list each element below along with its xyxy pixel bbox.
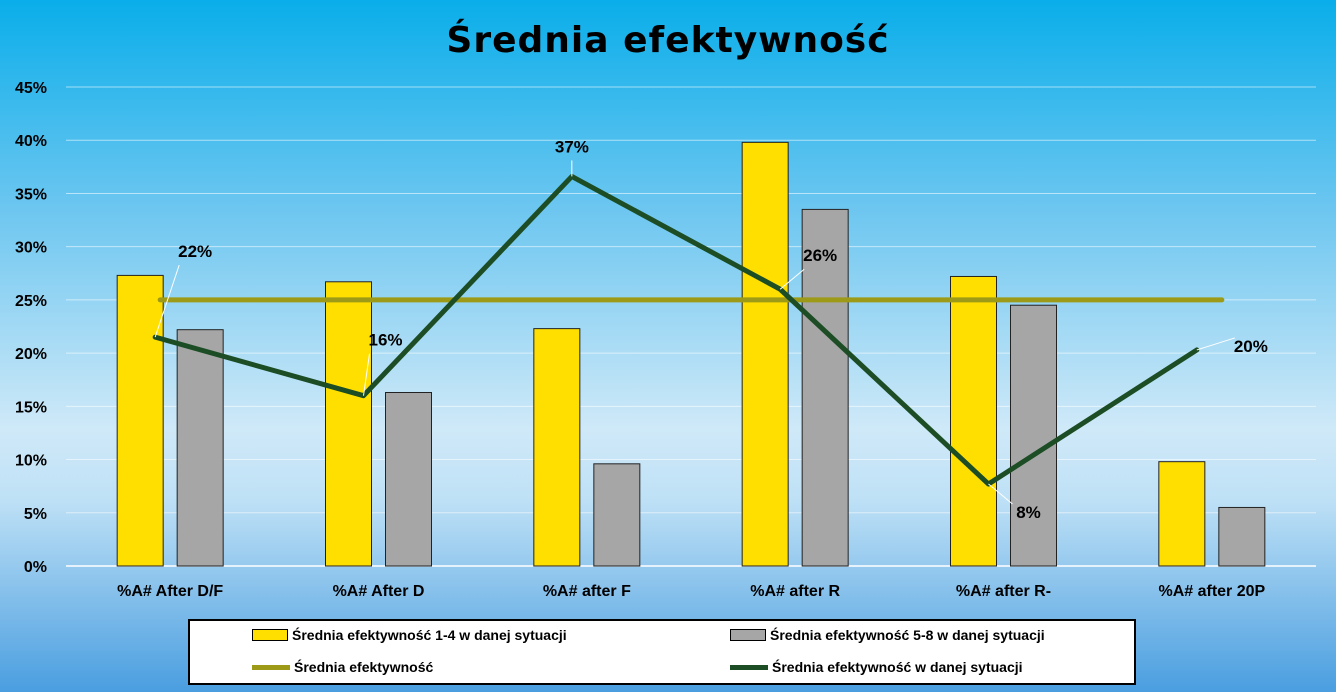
label-layer: 22% 16% 37% 26% 8% 20% xyxy=(154,137,1268,522)
bar xyxy=(741,141,789,567)
bar xyxy=(950,275,997,567)
data-label: 8% xyxy=(1016,503,1041,522)
data-label-leader xyxy=(779,268,805,290)
data-label: 22% xyxy=(178,242,212,261)
x-tick-label: %A# after F xyxy=(543,583,631,600)
data-label-leader xyxy=(988,483,1013,505)
legend-label: Średnia efektywność w danej sytuacji xyxy=(772,659,1023,675)
bar xyxy=(533,328,581,567)
legend-item-situation: Średnia efektywność w danej sytuacji xyxy=(730,659,1023,675)
line-layer xyxy=(152,173,1225,487)
legend-item-series-5-8: Średnia efektywność 5-8 w danej sytuacji xyxy=(730,627,1045,643)
legend: Średnia efektywność 1-4 w danej sytuacji… xyxy=(188,619,1136,685)
x-tick-label: %A# after R- xyxy=(956,583,1051,600)
x-tick-label: %A# After D xyxy=(333,583,425,600)
x-tick-label: %A# After D/F xyxy=(117,583,223,600)
legend-swatch xyxy=(252,664,290,670)
data-label: 37% xyxy=(555,137,589,156)
bar xyxy=(176,329,224,567)
data-label: 26% xyxy=(803,246,837,265)
chart-title: Średnia efektywność xyxy=(446,19,889,61)
data-label-leader xyxy=(363,353,370,396)
data-label-leader xyxy=(154,264,180,338)
legend-label: Średnia efektywność 5-8 w danej sytuacji xyxy=(770,627,1045,643)
y-tick-label: 30% xyxy=(15,240,47,257)
legend-item-series-1-4: Średnia efektywność 1-4 w danej sytuacji xyxy=(252,627,567,643)
y-tick-label: 5% xyxy=(24,506,47,523)
bar xyxy=(325,281,372,567)
legend-label: Średnia efektywność 1-4 w danej sytuacji xyxy=(292,627,567,643)
bar xyxy=(801,208,849,567)
bar xyxy=(116,274,164,567)
data-label: 16% xyxy=(368,331,402,350)
legend-swatch xyxy=(730,629,766,641)
series-line xyxy=(152,173,1200,487)
bar xyxy=(1218,506,1266,567)
legend-swatch xyxy=(252,629,288,641)
y-tick-label: 20% xyxy=(15,346,47,363)
data-label: 20% xyxy=(1234,337,1268,356)
x-tick-label: %A# after 20P xyxy=(1158,583,1265,600)
y-tick-label: 45% xyxy=(15,80,47,97)
legend-label: Średnia efektywność xyxy=(294,659,434,675)
bar xyxy=(593,463,641,567)
x-tick-label: %A# after R xyxy=(750,583,840,600)
bar xyxy=(385,391,432,567)
legend-swatch xyxy=(730,664,768,670)
bar xyxy=(1158,461,1206,567)
y-tick-label: 0% xyxy=(24,559,47,576)
y-tick-label: 15% xyxy=(15,399,47,416)
y-tick-label: 40% xyxy=(15,133,47,150)
bar xyxy=(1010,304,1057,567)
y-tick-label: 25% xyxy=(15,293,47,310)
y-tick-label: 10% xyxy=(15,453,47,470)
y-tick-label: 35% xyxy=(15,186,47,203)
data-label-leader xyxy=(1196,337,1235,351)
bar-layer xyxy=(116,141,1266,567)
legend-item-average: Średnia efektywność xyxy=(252,659,433,675)
